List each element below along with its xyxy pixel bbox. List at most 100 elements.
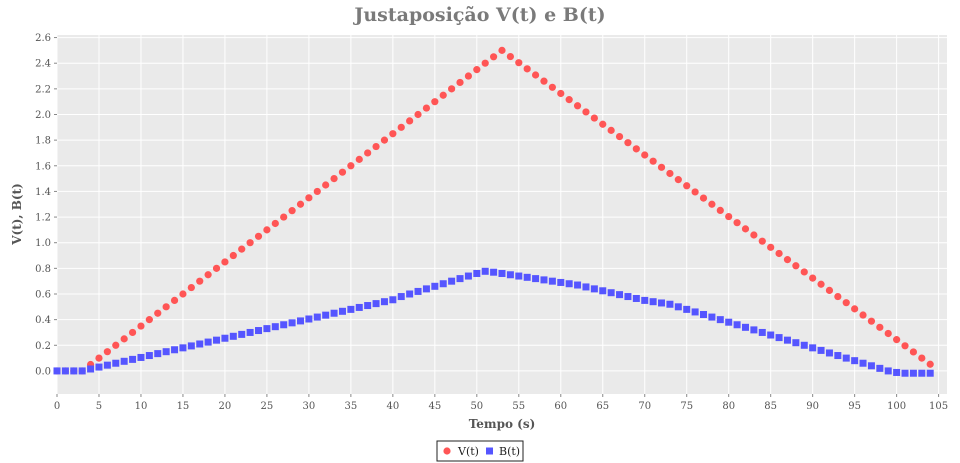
x-tick-label: 85 xyxy=(764,401,777,412)
data-point-v xyxy=(599,120,607,128)
data-point-v xyxy=(196,277,204,285)
data-point-b xyxy=(171,346,179,354)
data-point-b xyxy=(893,368,901,376)
x-tick-label: 0 xyxy=(54,401,60,412)
x-tick-label: 40 xyxy=(386,401,399,412)
data-point-v xyxy=(490,53,498,61)
y-tick-label: 1.4 xyxy=(35,187,51,198)
data-point-v xyxy=(313,187,321,196)
data-point-b xyxy=(540,276,548,284)
data-point-b xyxy=(221,334,229,342)
data-point-b xyxy=(213,336,221,344)
data-point-b xyxy=(154,350,162,358)
data-point-v xyxy=(414,110,422,119)
data-point-b xyxy=(750,326,758,334)
data-point-v xyxy=(355,155,363,163)
data-point-v xyxy=(456,78,464,87)
data-point-b xyxy=(691,308,699,316)
data-point-v xyxy=(204,271,212,279)
data-point-b xyxy=(355,303,363,311)
y-tick-label: 2.2 xyxy=(35,84,51,95)
data-point-v xyxy=(338,168,347,176)
y-tick-label: 1.8 xyxy=(35,136,51,147)
data-point-b xyxy=(137,353,145,361)
data-point-v xyxy=(531,71,540,79)
data-point-b xyxy=(716,316,724,324)
data-point-b xyxy=(389,296,397,304)
data-point-v xyxy=(867,317,876,325)
data-point-b xyxy=(448,277,456,285)
data-point-b xyxy=(204,338,212,346)
data-point-v xyxy=(448,85,456,93)
data-point-v xyxy=(179,290,187,298)
data-point-b xyxy=(632,294,640,302)
data-point-b xyxy=(792,339,800,347)
data-point-v xyxy=(238,245,246,253)
data-point-v xyxy=(909,348,918,356)
x-tick-label: 90 xyxy=(806,401,819,412)
data-point-b xyxy=(61,367,69,375)
data-point-v xyxy=(422,104,431,112)
data-point-b xyxy=(658,299,666,307)
data-point-b xyxy=(859,359,867,367)
x-tick-label: 105 xyxy=(929,401,948,412)
data-point-b xyxy=(490,268,498,276)
data-point-v xyxy=(439,91,447,99)
data-point-b xyxy=(229,332,237,340)
x-tick-label: 95 xyxy=(848,401,861,412)
data-point-b xyxy=(238,330,246,338)
data-point-b xyxy=(305,315,313,323)
data-point-v xyxy=(775,249,783,258)
y-axis-label: V(t), B(t) xyxy=(10,183,24,246)
y-tick-label: 0.6 xyxy=(35,289,51,300)
data-point-b xyxy=(884,367,892,375)
data-point-v xyxy=(783,256,792,264)
data-point-v xyxy=(649,157,657,165)
data-point-b xyxy=(851,357,859,365)
data-point-b xyxy=(338,307,346,315)
data-point-b xyxy=(347,305,355,313)
data-point-b xyxy=(78,367,86,375)
series-v xyxy=(53,46,934,375)
data-point-v xyxy=(851,305,859,313)
data-point-v xyxy=(372,142,380,151)
data-point-v xyxy=(280,213,288,221)
data-point-b xyxy=(456,275,464,283)
data-point-b xyxy=(179,344,187,352)
data-point-v xyxy=(254,232,263,240)
data-point-b xyxy=(431,282,439,290)
data-point-b xyxy=(70,367,78,375)
data-point-b xyxy=(372,300,380,308)
data-point-v xyxy=(154,309,162,317)
data-point-b xyxy=(641,296,649,304)
data-point-b xyxy=(842,354,850,362)
data-point-v xyxy=(170,296,179,305)
data-point-v xyxy=(271,219,279,228)
data-point-v xyxy=(229,251,237,260)
data-point-b xyxy=(288,319,296,327)
data-point-b xyxy=(700,311,708,319)
data-point-v xyxy=(590,114,598,122)
data-point-b xyxy=(683,305,691,313)
data-point-v xyxy=(473,66,481,74)
data-point-v xyxy=(876,323,884,331)
data-point-v xyxy=(683,182,691,190)
data-point-b xyxy=(532,275,540,283)
data-point-b xyxy=(330,309,338,317)
data-point-b xyxy=(834,352,842,360)
data-point-b xyxy=(767,331,775,339)
data-point-b xyxy=(515,272,523,280)
data-point-b xyxy=(590,285,598,293)
data-point-b xyxy=(95,363,103,371)
data-point-b xyxy=(741,323,749,331)
legend: V(t) B(t) xyxy=(436,440,524,462)
data-point-b xyxy=(926,369,934,377)
y-tick-label: 2.0 xyxy=(35,110,51,121)
data-point-v xyxy=(431,98,439,106)
data-point-v xyxy=(540,77,548,85)
data-point-v xyxy=(330,175,338,183)
data-point-v xyxy=(758,237,766,245)
data-point-v xyxy=(708,200,716,208)
data-point-v xyxy=(800,268,808,276)
data-point-b xyxy=(112,359,120,367)
